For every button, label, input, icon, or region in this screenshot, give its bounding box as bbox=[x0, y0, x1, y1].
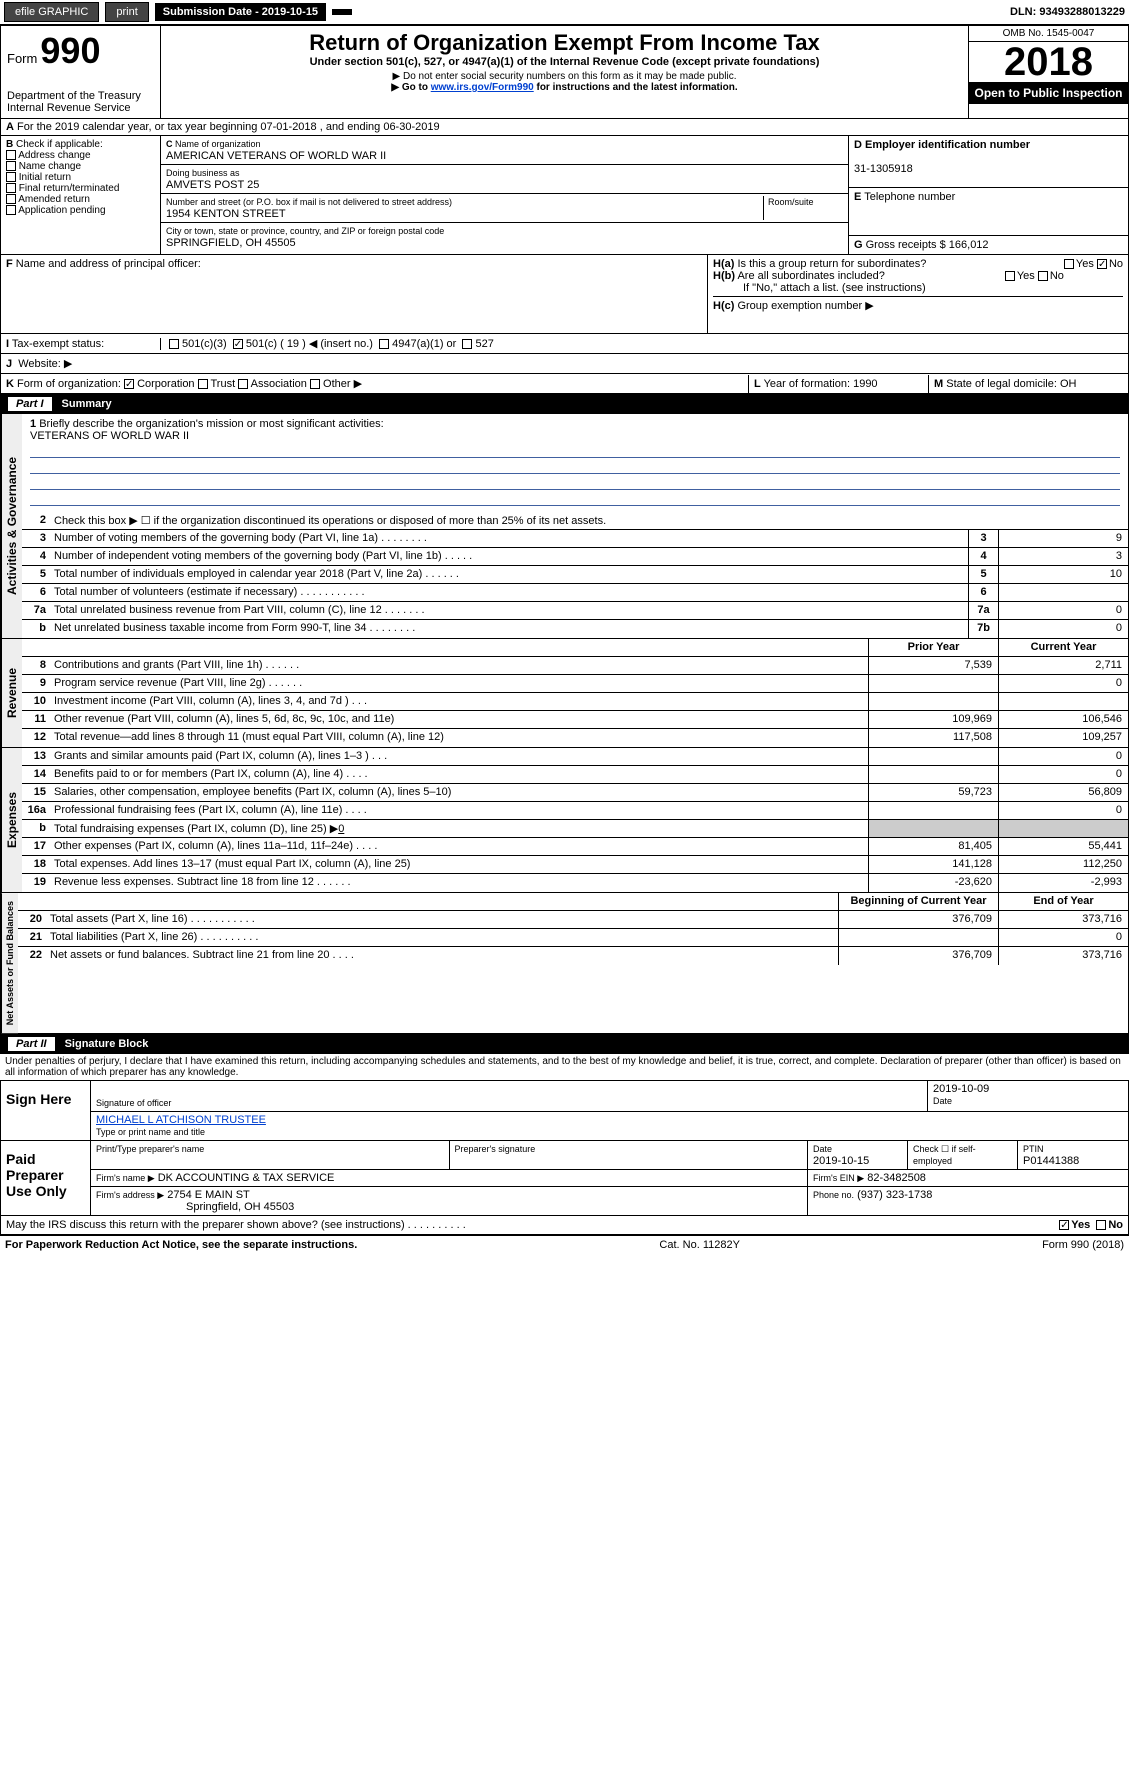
gross-receipts: 166,012 bbox=[949, 239, 989, 251]
revenue-section: Revenue Prior YearCurrent Year 8Contribu… bbox=[0, 639, 1129, 748]
website-row: J Website: ▶ bbox=[0, 354, 1129, 374]
perjury-text: Under penalties of perjury, I declare th… bbox=[0, 1054, 1129, 1080]
form-prefix: Form bbox=[7, 51, 37, 66]
assoc-check[interactable] bbox=[238, 379, 248, 389]
form-subtitle: Under section 501(c), 527, or 4947(a)(1)… bbox=[167, 56, 962, 68]
blank-label bbox=[332, 9, 352, 15]
527-check[interactable] bbox=[462, 339, 472, 349]
trust-check[interactable] bbox=[198, 379, 208, 389]
org-form-row: K Form of organization: Corporation Trus… bbox=[0, 374, 1129, 394]
sign-here-section: Sign Here Signature of officer 2019-10-0… bbox=[0, 1080, 1129, 1141]
amended-check[interactable] bbox=[6, 194, 16, 204]
dln-label: DLN: 93493288013229 bbox=[1010, 6, 1125, 18]
page-footer: For Paperwork Reduction Act Notice, see … bbox=[0, 1235, 1129, 1254]
period-line: A For the 2019 calendar year, or tax yea… bbox=[0, 119, 1129, 136]
ha-no[interactable] bbox=[1097, 259, 1107, 269]
tax-exempt-row: I Tax-exempt status: 501(c)(3) 501(c) ( … bbox=[0, 334, 1129, 354]
submission-date-label: Submission Date - 2019-10-15 bbox=[155, 3, 326, 21]
final-return-check[interactable] bbox=[6, 183, 16, 193]
ha-yes[interactable] bbox=[1064, 259, 1074, 269]
name-change-check[interactable] bbox=[6, 161, 16, 171]
dba-name: AMVETS POST 25 bbox=[166, 179, 259, 191]
part1-header: Part ISummary bbox=[0, 394, 1129, 414]
dept-label: Department of the Treasury bbox=[7, 90, 154, 102]
note-ssn: ▶ Do not enter social security numbers o… bbox=[167, 71, 962, 82]
discuss-yes[interactable] bbox=[1059, 1220, 1069, 1230]
other-check[interactable] bbox=[310, 379, 320, 389]
check-applicable-label: Check if applicable: bbox=[16, 139, 103, 150]
print-button[interactable]: print bbox=[105, 2, 148, 22]
officer-group-block: F Name and address of principal officer:… bbox=[0, 255, 1129, 334]
net-assets-section: Net Assets or Fund Balances Beginning of… bbox=[0, 893, 1129, 1034]
501c-check[interactable] bbox=[233, 339, 243, 349]
addr-change-check[interactable] bbox=[6, 150, 16, 160]
discuss-no[interactable] bbox=[1096, 1220, 1106, 1230]
governance-section: Activities & Governance 1 Briefly descri… bbox=[0, 414, 1129, 639]
expenses-section: Expenses 13Grants and similar amounts pa… bbox=[0, 748, 1129, 893]
hb-no[interactable] bbox=[1038, 271, 1048, 281]
discuss-row: May the IRS discuss this return with the… bbox=[0, 1216, 1129, 1235]
4947-check[interactable] bbox=[379, 339, 389, 349]
org-name: AMERICAN VETERANS OF WORLD WAR II bbox=[166, 150, 386, 162]
paid-preparer-section: Paid Preparer Use Only Print/Type prepar… bbox=[0, 1141, 1129, 1216]
tax-year: 2018 bbox=[969, 42, 1128, 82]
mission-text: VETERANS OF WORLD WAR II bbox=[30, 430, 189, 442]
irs-label: Internal Revenue Service bbox=[7, 102, 154, 114]
501c3-check[interactable] bbox=[169, 339, 179, 349]
form990-link[interactable]: www.irs.gov/Form990 bbox=[431, 82, 534, 93]
street-address: 1954 KENTON STREET bbox=[166, 208, 286, 220]
ein-value: 31-1305918 bbox=[854, 163, 913, 175]
note-goto: ▶ Go to www.irs.gov/Form990 for instruct… bbox=[167, 82, 962, 93]
open-public-badge: Open to Public Inspection bbox=[969, 82, 1128, 104]
entity-block: B Check if applicable: Address change Na… bbox=[0, 136, 1129, 255]
app-pending-check[interactable] bbox=[6, 205, 16, 215]
corp-check[interactable] bbox=[124, 379, 134, 389]
efile-button[interactable]: efile GRAPHIC bbox=[4, 2, 99, 22]
top-toolbar: efile GRAPHIC print Submission Date - 20… bbox=[0, 0, 1129, 25]
form-header: Form 990 Department of the Treasury Inte… bbox=[0, 25, 1129, 119]
city-state-zip: SPRINGFIELD, OH 45505 bbox=[166, 237, 296, 249]
form-number: 990 bbox=[40, 30, 100, 71]
hb-yes[interactable] bbox=[1005, 271, 1015, 281]
initial-return-check[interactable] bbox=[6, 172, 16, 182]
officer-name-link[interactable]: MICHAEL L ATCHISON TRUSTEE bbox=[96, 1114, 266, 1126]
form-title: Return of Organization Exempt From Incom… bbox=[167, 30, 962, 56]
part2-header: Part IISignature Block bbox=[0, 1034, 1129, 1054]
